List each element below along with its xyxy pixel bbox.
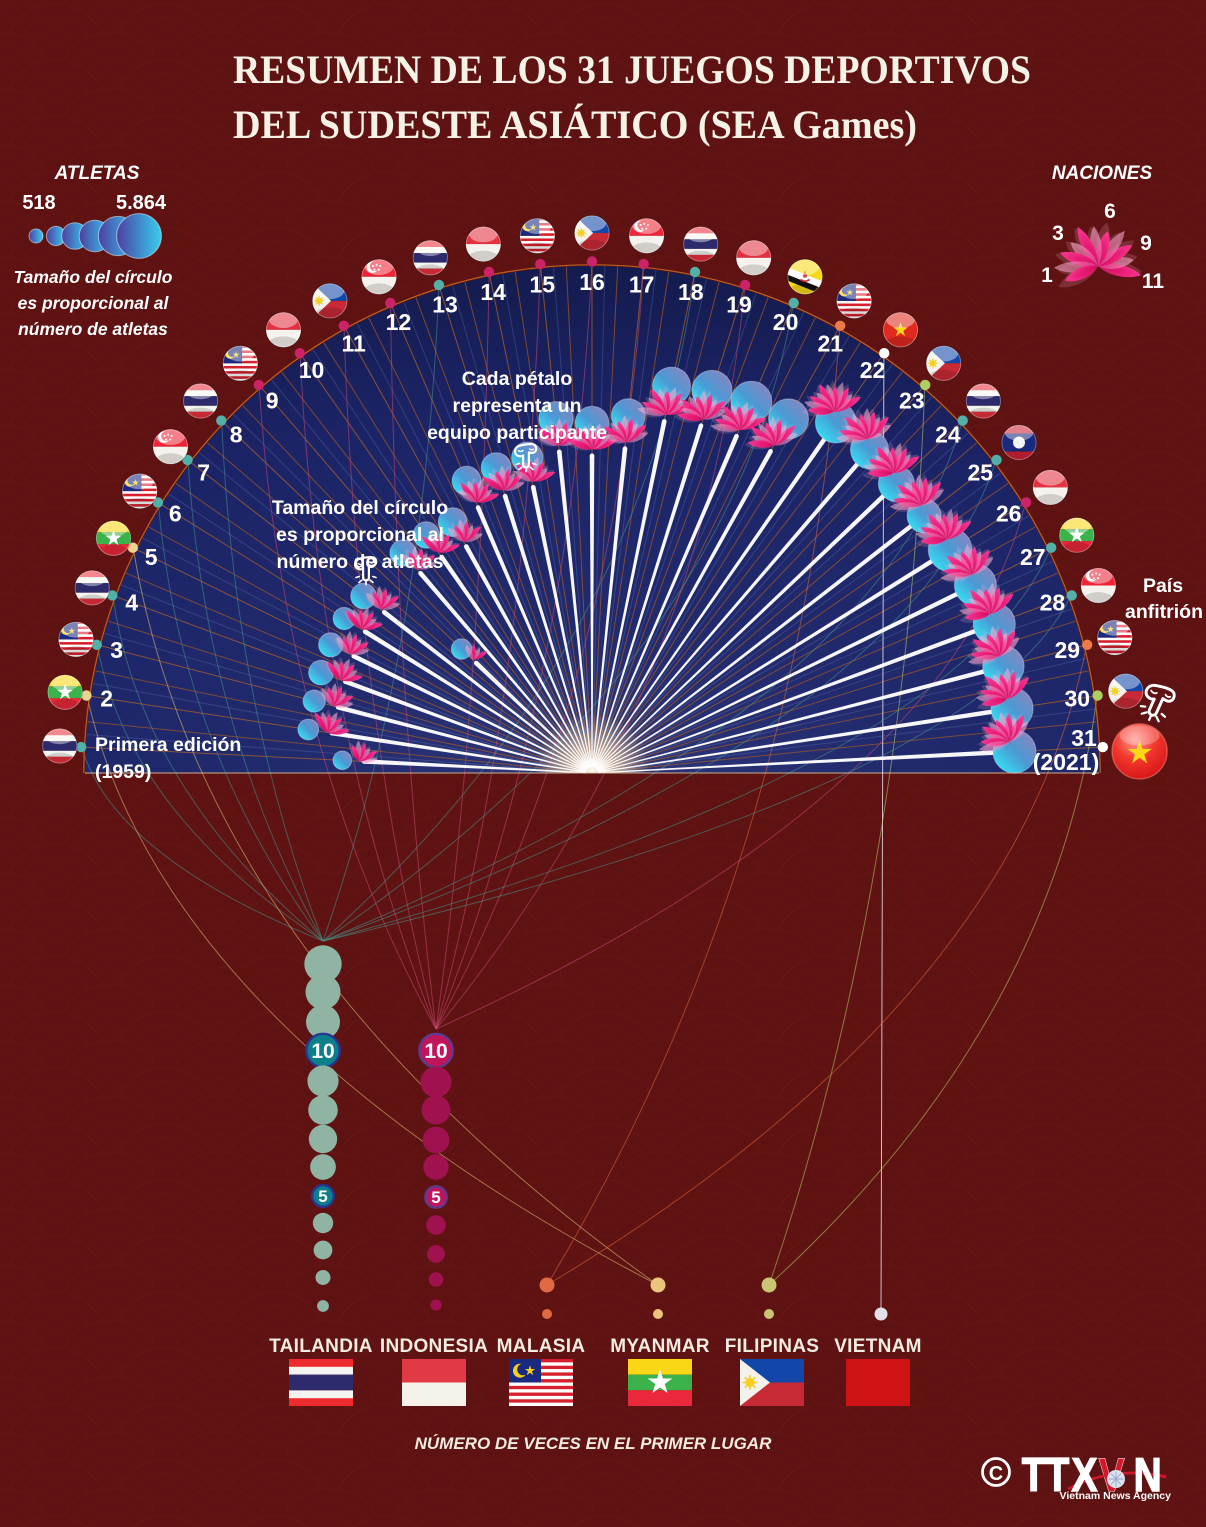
svg-text:C: C (989, 1463, 1003, 1485)
svg-text:25: 25 (968, 460, 994, 486)
svg-text:10: 10 (299, 357, 325, 383)
svg-text:T: T (1022, 1449, 1046, 1501)
svg-text:15: 15 (530, 272, 556, 298)
svg-text:5: 5 (145, 544, 158, 570)
svg-text:28: 28 (1040, 590, 1066, 616)
svg-text:Cada pétalo: Cada pétalo (462, 368, 573, 390)
svg-text:(2021): (2021) (1033, 749, 1099, 775)
svg-text:1: 1 (1041, 264, 1053, 287)
svg-text:anfitrión: anfitrión (1125, 601, 1203, 623)
svg-text:N: N (1134, 1449, 1162, 1501)
svg-text:8: 8 (230, 422, 243, 448)
svg-text:17: 17 (629, 272, 655, 298)
svg-text:3: 3 (1052, 222, 1064, 245)
svg-text:18: 18 (678, 279, 704, 305)
svg-text:24: 24 (935, 422, 961, 448)
svg-text:11: 11 (342, 331, 367, 357)
svg-text:número de atletas: número de atletas (18, 319, 168, 339)
svg-text:Primera edición: Primera edición (95, 734, 241, 756)
svg-text:4: 4 (125, 590, 138, 616)
svg-text:INDONESIA: INDONESIA (380, 1336, 488, 1357)
svg-text:7: 7 (197, 460, 210, 486)
svg-text:Tamaño del círculo: Tamaño del círculo (14, 267, 173, 287)
svg-text:6: 6 (169, 500, 182, 526)
svg-text:Vietnam News Agency: Vietnam News Agency (1060, 1490, 1172, 1502)
svg-text:19: 19 (726, 292, 752, 318)
svg-text:6: 6 (1104, 200, 1116, 223)
svg-text:11: 11 (1142, 270, 1165, 293)
svg-text:DEL SUDESTE ASIÁTICO (SEA Game: DEL SUDESTE ASIÁTICO (SEA Games) (233, 102, 917, 147)
svg-text:NÚMERO DE VECES EN EL PRIMER L: NÚMERO DE VECES EN EL PRIMER LUGAR (415, 1434, 772, 1453)
svg-text:equipo participante: equipo participante (427, 422, 607, 444)
svg-text:30: 30 (1065, 686, 1091, 712)
svg-text:26: 26 (996, 500, 1022, 526)
svg-text:es proporcional al: es proporcional al (18, 293, 170, 313)
svg-text:3: 3 (110, 637, 123, 663)
svg-text:ATLETAS: ATLETAS (54, 163, 140, 184)
svg-text:VIETNAM: VIETNAM (834, 1336, 922, 1357)
svg-text:número de atletas: número de atletas (277, 551, 444, 573)
svg-text:5: 5 (431, 1188, 440, 1207)
svg-text:29: 29 (1055, 637, 1081, 663)
svg-text:13: 13 (432, 292, 458, 318)
svg-text:21: 21 (818, 331, 844, 357)
svg-text:10: 10 (311, 1040, 334, 1063)
svg-text:(1959): (1959) (95, 761, 151, 783)
svg-text:TAILANDIA: TAILANDIA (269, 1336, 373, 1357)
svg-text:MYANMAR: MYANMAR (610, 1336, 710, 1357)
svg-text:16: 16 (579, 269, 605, 295)
svg-text:20: 20 (773, 309, 799, 335)
svg-text:X: X (1072, 1449, 1098, 1501)
svg-text:31: 31 (1071, 725, 1097, 751)
svg-text:12: 12 (386, 309, 412, 335)
svg-text:Tamaño del círculo: Tamaño del círculo (272, 497, 448, 519)
svg-text:NACIONES: NACIONES (1052, 163, 1153, 184)
svg-text:5.864: 5.864 (116, 192, 167, 214)
svg-text:9: 9 (266, 387, 279, 413)
svg-text:22: 22 (860, 357, 886, 383)
svg-text:10: 10 (424, 1040, 447, 1063)
svg-text:representa un: representa un (453, 395, 582, 417)
svg-text:2: 2 (100, 686, 113, 712)
svg-text:27: 27 (1020, 544, 1046, 570)
svg-text:MALASIA: MALASIA (497, 1336, 586, 1357)
svg-text:RESUMEN DE LOS 31 JUEGOS DEPOR: RESUMEN DE LOS 31 JUEGOS DEPORTIVOS (233, 47, 1031, 92)
svg-text:FILIPINAS: FILIPINAS (725, 1336, 820, 1357)
svg-text:T: T (1046, 1449, 1070, 1501)
svg-text:23: 23 (899, 387, 925, 413)
svg-text:518: 518 (22, 192, 55, 214)
svg-text:es proporcional al: es proporcional al (276, 524, 444, 546)
svg-text:9: 9 (1140, 232, 1152, 255)
svg-text:País: País (1143, 575, 1183, 597)
svg-text:14: 14 (480, 279, 506, 305)
svg-text:5: 5 (318, 1187, 327, 1206)
